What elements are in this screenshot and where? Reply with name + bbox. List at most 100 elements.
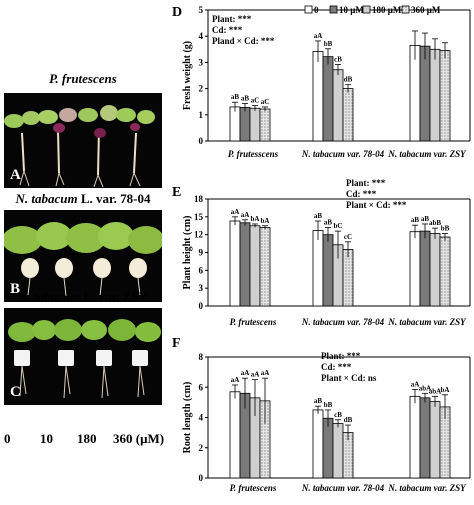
photo-c-title-rest: L. var. ZSY: [83, 289, 148, 304]
bar: [229, 391, 241, 479]
category-label: P. frutesscens: [228, 149, 279, 159]
y-tick-label: 5: [199, 5, 204, 15]
significance-label: bB: [324, 401, 333, 409]
y-axis-label: Root length (cm): [182, 382, 193, 454]
bar: [409, 395, 421, 479]
bar: [429, 233, 441, 307]
y-axis-label: Plant height (cm): [182, 216, 193, 290]
significance-label: abB: [429, 219, 441, 227]
y-tick-label: 0: [199, 301, 204, 311]
significance-label: aB: [231, 93, 240, 101]
stats-text: Plant: ***: [321, 351, 361, 361]
bar: [312, 230, 324, 307]
category-label: N. tabacum var. ZSY: [387, 317, 467, 327]
significance-label: aA: [314, 32, 323, 40]
y-tick-label: 18: [194, 194, 204, 204]
photo-a-title: P. frutescens: [49, 71, 117, 86]
photo-a: A: [4, 93, 162, 188]
stats-text: Pland × Cd: ***: [212, 36, 275, 46]
significance-label: aA: [231, 208, 240, 216]
dose-label-180: 180: [77, 431, 97, 446]
panel-letter-e: E: [172, 185, 181, 200]
stats-text: Plant: ***: [346, 178, 386, 188]
bar: [312, 409, 324, 479]
photo-b: B: [4, 210, 162, 302]
significance-label: abA: [419, 384, 431, 392]
significance-label: bB: [324, 40, 333, 48]
significance-label: aB: [324, 219, 333, 227]
significance-label: cB: [334, 411, 342, 419]
dose-label-10: 10: [40, 431, 53, 446]
bar: [259, 227, 271, 307]
significance-label: aB: [241, 95, 250, 103]
y-tick-label: 15: [194, 212, 204, 222]
y-tick-label: 1: [199, 110, 204, 120]
plant-photo-a: [4, 105, 155, 188]
category-label: N. tabacum var. 78-04: [301, 149, 385, 159]
significance-label: bA: [261, 217, 270, 225]
bar: [342, 249, 354, 307]
y-tick-label: 12: [194, 230, 204, 240]
photo-c-title: N. tabacum L. var. ZSY: [4, 289, 162, 305]
significance-label: aC: [251, 97, 260, 105]
significance-label: bB: [441, 224, 450, 232]
bar: [312, 50, 324, 142]
y-tick-label: 2: [199, 84, 204, 94]
bar: [419, 230, 431, 307]
y-axis-label: Fresh weight (g): [182, 41, 193, 110]
y-tick-label: 4: [199, 31, 204, 41]
significance-label: abA: [429, 387, 441, 395]
stats-text: Plant: ***: [212, 14, 252, 24]
category-label: N. tabacum var. 78-04: [301, 317, 385, 327]
legend-swatch: [329, 5, 338, 14]
y-tick-label: 8: [199, 352, 204, 362]
significance-label: aA: [411, 381, 420, 389]
category-label: P. frutescens: [230, 483, 277, 493]
stats-text: Plant × Cd: ***: [346, 200, 407, 210]
y-tick-label: 6: [199, 382, 204, 392]
legend-label: 10 μM: [339, 5, 364, 15]
legend-label: 0: [314, 5, 319, 15]
bar: [439, 50, 451, 142]
bar: [332, 69, 344, 142]
y-tick-label: 0: [199, 473, 204, 483]
bar: [439, 236, 451, 307]
significance-label: aA: [231, 376, 240, 384]
significance-label: dB: [344, 416, 353, 424]
category-label: N. tabacum var. 78-04: [301, 483, 385, 493]
legend-label: 360 μM: [411, 5, 441, 15]
panel-letter-d: D: [172, 5, 182, 20]
significance-label: aA: [261, 369, 270, 377]
bar: [409, 231, 421, 307]
significance-label: bA: [251, 215, 260, 223]
bar: [259, 108, 271, 142]
significance-label: aB: [411, 216, 420, 224]
legend-swatch: [304, 5, 313, 14]
y-tick-label: 3: [199, 57, 204, 67]
stats-text: Cd: ***: [346, 189, 377, 199]
y-tick-label: 0: [199, 136, 204, 146]
bar: [322, 417, 334, 479]
significance-label: aB: [314, 212, 323, 220]
category-label: N. tabacum var. ZSY: [387, 483, 467, 493]
y-tick-label: 6: [199, 265, 204, 275]
legend-label: 180 μM: [372, 5, 402, 15]
significance-label: cB: [334, 55, 342, 63]
bar: [229, 220, 241, 307]
photo-b-title: N. tabacum L. var. 78-04: [4, 191, 162, 207]
legend-swatch: [362, 5, 371, 14]
dose-label-360: 360 (μM): [113, 431, 165, 446]
significance-label: aB: [314, 397, 323, 405]
category-label: N. tabacum var. ZSY: [387, 149, 467, 159]
legend-swatch: [401, 5, 410, 14]
bar: [249, 107, 261, 142]
bar: [229, 106, 241, 142]
bar: [239, 222, 251, 307]
photo-b-title-species: N. tabacum: [15, 191, 78, 206]
bar: [249, 225, 261, 307]
bar: [419, 397, 431, 479]
significance-label: aB: [421, 215, 430, 223]
bar: [322, 234, 334, 307]
y-tick-label: 9: [199, 248, 204, 258]
